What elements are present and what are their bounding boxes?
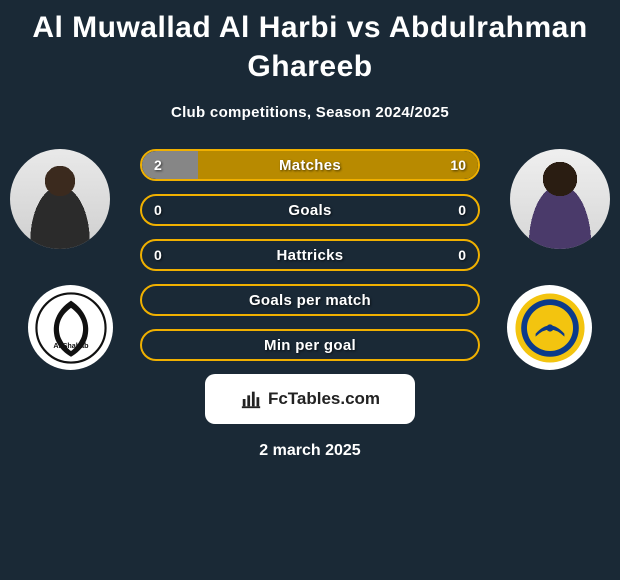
person-icon	[510, 149, 610, 249]
source-badge: FcTables.com	[205, 374, 415, 424]
al-nassr-icon	[514, 292, 586, 364]
al-shabab-icon: Al Shabab	[35, 292, 107, 364]
badge-text: FcTables.com	[268, 389, 380, 409]
player-avatar-right	[510, 149, 610, 249]
player-avatar-left	[10, 149, 110, 249]
bar-chart-icon	[240, 388, 262, 410]
stat-value-right: 0	[458, 196, 466, 224]
comparison-bars: Matches210Goals00Hattricks00Goals per ma…	[140, 149, 480, 361]
comparison-content: Al Shabab Matches210Goals00Hattricks00Go…	[0, 149, 620, 361]
stat-row: Matches2 10	[140, 149, 480, 181]
stat-label: Goals per match	[142, 286, 478, 314]
stat-value-right: 0	[458, 241, 466, 269]
stat-value-right: 10	[450, 151, 466, 179]
svg-text:Al Shabab: Al Shabab	[53, 341, 89, 350]
stat-row: Min per goal	[140, 329, 480, 361]
stat-label: Min per goal	[142, 331, 478, 359]
subtitle: Club competitions, Season 2024/2025	[0, 104, 620, 121]
club-badge-left: Al Shabab	[28, 285, 113, 370]
club-badge-right	[507, 285, 592, 370]
person-icon	[10, 149, 110, 249]
stat-label: Goals	[142, 196, 478, 224]
stat-value-left: 0	[154, 196, 162, 224]
stat-label: Hattricks	[142, 241, 478, 269]
stat-row: Goals per match	[140, 284, 480, 316]
date-label: 2 march 2025	[0, 442, 620, 460]
page-title: Al Muwallad Al Harbi vs Abdulrahman Ghar…	[0, 0, 620, 86]
stat-value-left: 0	[154, 241, 162, 269]
stat-value-left: 2	[154, 151, 162, 179]
stat-label: Matches	[142, 151, 478, 179]
stat-row: Goals0 0	[140, 194, 480, 226]
stat-row: Hattricks0 0	[140, 239, 480, 271]
